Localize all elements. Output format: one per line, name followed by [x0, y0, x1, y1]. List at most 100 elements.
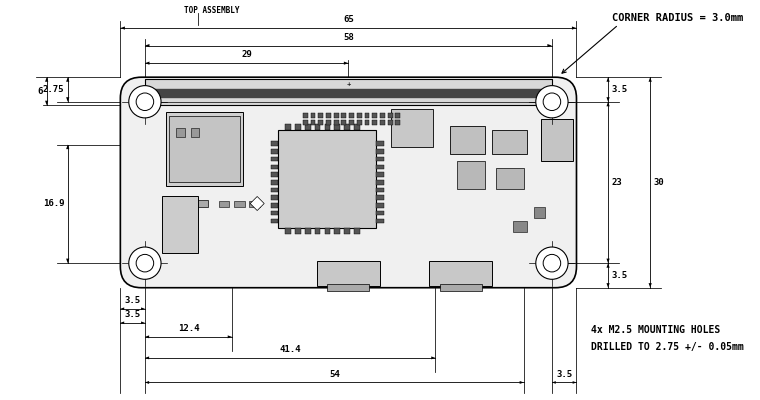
Bar [318, 113, 323, 118]
Text: 23: 23 [612, 178, 622, 187]
Bar [380, 113, 385, 118]
Polygon shape [120, 308, 124, 310]
Bar [302, 113, 308, 118]
Text: 29: 29 [241, 50, 252, 59]
Bar [285, 228, 291, 234]
Bar [376, 180, 384, 184]
Bar [450, 126, 486, 154]
Bar [376, 164, 384, 169]
Bar [365, 113, 369, 118]
Polygon shape [145, 335, 149, 338]
Polygon shape [145, 356, 149, 359]
Bar [395, 113, 401, 118]
Text: TOP ASSEMBLY: TOP ASSEMBLY [183, 6, 239, 15]
Bar [271, 164, 278, 169]
Bar [458, 162, 486, 190]
Bar [376, 157, 384, 162]
Bar [249, 202, 260, 207]
Polygon shape [228, 335, 232, 338]
Bar [271, 211, 278, 216]
Polygon shape [66, 77, 69, 82]
Polygon shape [66, 144, 69, 149]
Polygon shape [648, 77, 652, 82]
Polygon shape [572, 381, 577, 384]
Bar [534, 207, 545, 218]
Bar [271, 157, 278, 162]
Circle shape [536, 247, 568, 279]
Bar [334, 124, 340, 130]
Bar [376, 218, 384, 223]
Bar [376, 172, 384, 177]
Polygon shape [606, 258, 610, 263]
Bar [388, 113, 393, 118]
Bar [271, 172, 278, 177]
Bar [234, 202, 245, 207]
Polygon shape [606, 77, 610, 82]
Text: 3.5: 3.5 [125, 296, 141, 305]
FancyBboxPatch shape [120, 77, 577, 288]
Bar [176, 128, 185, 137]
Text: 54: 54 [329, 370, 340, 378]
Polygon shape [606, 263, 610, 268]
Bar [295, 228, 301, 234]
Bar [317, 261, 380, 286]
Polygon shape [606, 283, 610, 288]
Text: 65: 65 [343, 15, 354, 24]
Bar [349, 113, 354, 118]
Polygon shape [520, 381, 524, 384]
Bar [365, 120, 369, 125]
Bar [334, 120, 339, 125]
Bar [380, 120, 385, 125]
Bar [271, 218, 278, 223]
Polygon shape [45, 77, 49, 82]
Bar [349, 120, 354, 125]
Polygon shape [250, 196, 264, 210]
Bar [305, 124, 311, 130]
Bar [326, 120, 331, 125]
Bar [376, 203, 384, 208]
Bar [305, 228, 311, 234]
Bar [354, 124, 359, 130]
Bar [429, 261, 492, 286]
Bar [372, 120, 377, 125]
Bar [376, 196, 384, 200]
Circle shape [128, 86, 161, 118]
Bar [492, 130, 527, 154]
Bar [315, 228, 321, 234]
Polygon shape [120, 26, 125, 30]
Polygon shape [145, 44, 150, 47]
Text: 16.9: 16.9 [43, 199, 64, 208]
Text: 3.5: 3.5 [125, 310, 141, 319]
Polygon shape [572, 26, 577, 30]
Text: 41.4: 41.4 [280, 345, 301, 354]
Text: 12.4: 12.4 [178, 324, 199, 333]
Bar [388, 120, 393, 125]
Text: 3.5: 3.5 [612, 85, 628, 94]
Bar [328, 284, 369, 291]
Circle shape [128, 247, 161, 279]
Bar [163, 196, 198, 253]
Polygon shape [141, 308, 145, 310]
Polygon shape [66, 258, 69, 263]
Bar [325, 124, 330, 130]
Bar [173, 200, 187, 207]
Bar [169, 116, 239, 182]
Bar [326, 113, 331, 118]
Bar [271, 188, 278, 192]
Polygon shape [606, 102, 610, 106]
Bar [376, 211, 384, 216]
Bar [357, 113, 362, 118]
Text: DRILLED TO 2.75 +/- 0.05mm: DRILLED TO 2.75 +/- 0.05mm [591, 342, 743, 352]
Circle shape [543, 93, 561, 110]
Bar [295, 124, 301, 130]
Text: 3.5: 3.5 [612, 271, 628, 280]
Bar [376, 149, 384, 154]
Bar [513, 221, 527, 232]
Bar [194, 200, 208, 207]
Bar [341, 120, 347, 125]
Bar [285, 124, 291, 130]
Bar [372, 113, 377, 118]
Bar [344, 124, 350, 130]
Circle shape [543, 254, 561, 272]
Bar [271, 180, 278, 184]
